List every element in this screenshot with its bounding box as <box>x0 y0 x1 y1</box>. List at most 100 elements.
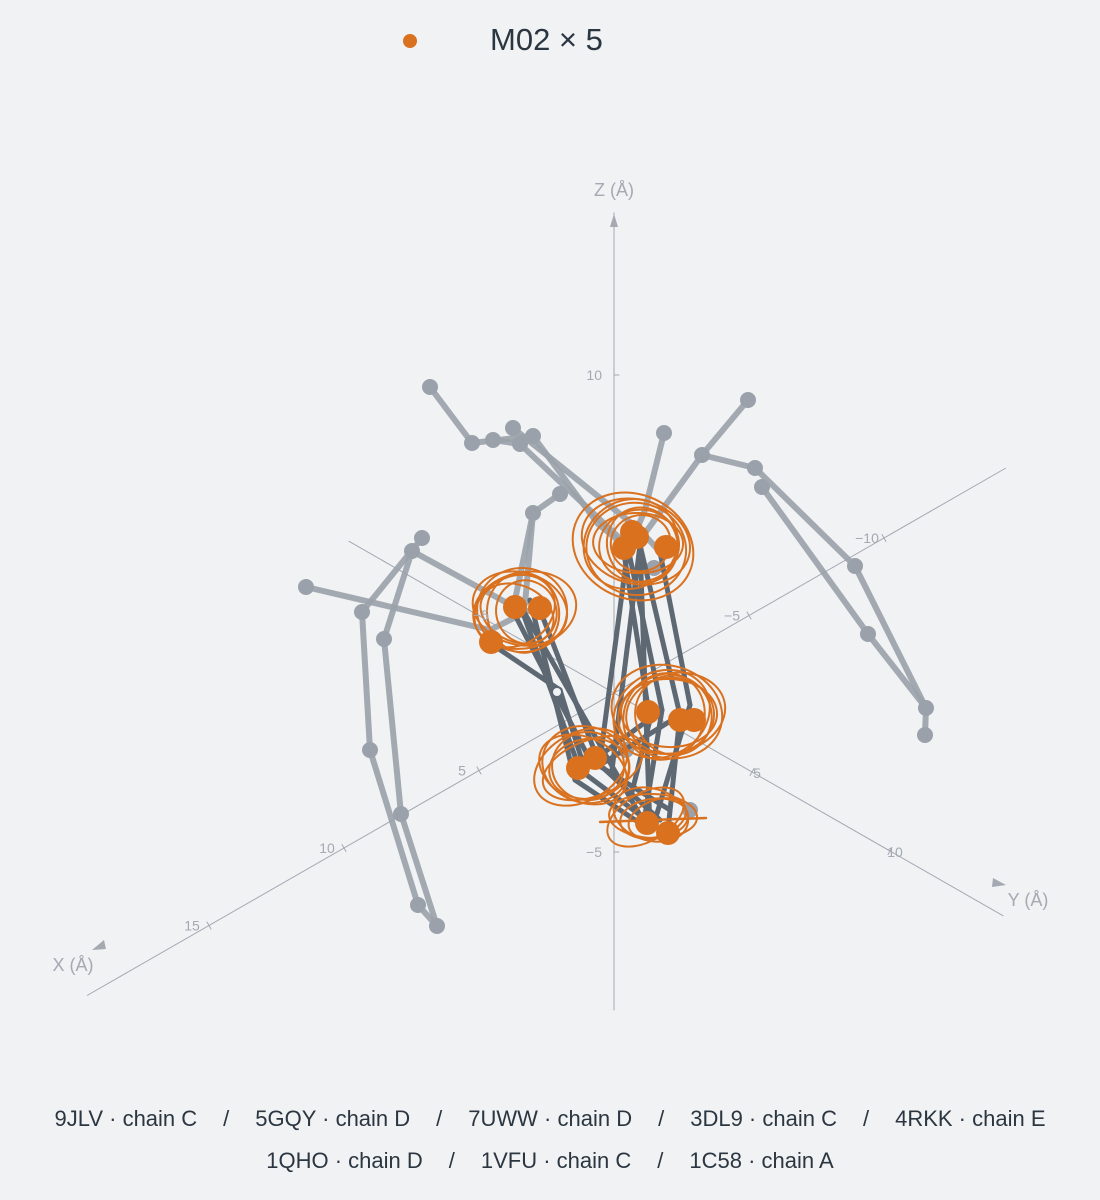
x-axis-arrow-icon <box>92 940 106 950</box>
motif-marker <box>635 811 659 835</box>
x-tick <box>746 611 752 620</box>
structure-label: 5GQY · chain D <box>255 1106 411 1131</box>
motif-marker <box>528 596 552 620</box>
motif-markers <box>471 491 727 848</box>
backbone-atom <box>414 530 430 546</box>
motif-contour <box>634 674 713 756</box>
motif-marker <box>656 821 680 845</box>
structure-list-line-2: 1QHO · chain D / 1VFU · chain C / 1C58 · cha… <box>0 1140 1100 1182</box>
motif-contour <box>598 508 681 583</box>
motif-contour <box>580 497 692 586</box>
backbone-atom <box>376 631 392 647</box>
x-tick <box>476 766 482 775</box>
z-tick-label: 10 <box>586 367 602 383</box>
z-axis-title: Z (Å) <box>594 180 634 200</box>
backbone-atom <box>362 742 378 758</box>
y-tick <box>887 847 893 855</box>
backbone-trace <box>759 484 929 711</box>
motif-contour <box>610 663 724 760</box>
z-tick-label: −5 <box>586 844 602 860</box>
separator: / <box>448 1148 455 1173</box>
backbone-atom <box>754 479 770 495</box>
x-tick <box>206 921 212 930</box>
backbone-trace <box>522 510 536 607</box>
motif-contour <box>622 672 706 761</box>
backbone-atom <box>860 626 876 642</box>
separator: / <box>223 1106 230 1131</box>
motif-marker <box>682 708 706 732</box>
x-axis-line <box>87 467 1006 996</box>
backbone-atom <box>512 436 528 452</box>
core-segment <box>587 757 673 813</box>
x-tick-label: 15 <box>184 918 200 934</box>
x-axis-title: X (Å) <box>52 955 93 975</box>
core-segment <box>597 545 631 763</box>
chart-3d-plot[interactable]: −10 −5 5 10 15 −5 5 10 −5 10 X (Å) Y (Å) Z (Å) <box>0 0 1100 1080</box>
motif-contour <box>617 671 727 755</box>
x-tick-label: −5 <box>724 608 740 624</box>
structure-label: 9JLV · chain C <box>54 1106 198 1131</box>
structure-list: 9JLV · chain C / 5GQY · chain D / 7UWW · cha… <box>0 1098 1100 1182</box>
motif-contour <box>620 678 719 749</box>
axis-labels: −10 −5 5 10 15 −5 5 10 −5 10 X (Å) Y (Å) Z (Å) <box>52 180 1048 975</box>
motif-marker <box>620 520 644 544</box>
backbone-atom <box>298 579 314 595</box>
structure-label: 1C58 · chain A <box>689 1148 834 1173</box>
motif-contour <box>592 512 685 575</box>
legend: M02 × 5 <box>0 20 1100 64</box>
motif-contour <box>538 733 628 806</box>
core-segment <box>487 640 563 693</box>
motif-marker <box>654 535 678 559</box>
structure-list-line-1: 9JLV · chain C / 5GQY · chain D / 7UWW · cha… <box>0 1098 1100 1140</box>
backbone-atom <box>747 460 763 476</box>
backbone-trace <box>409 548 523 613</box>
core-atom <box>551 686 563 698</box>
x-tick-label: −10 <box>855 530 879 546</box>
motif-marker <box>583 746 607 770</box>
motif-contour <box>612 668 711 760</box>
x-tick <box>881 534 887 542</box>
motif-marker <box>503 595 527 619</box>
backbone-atom <box>429 918 445 934</box>
legend-marker-icon <box>403 34 417 48</box>
separator: / <box>436 1106 443 1131</box>
structure-label: 4RKK · chain E <box>895 1106 1046 1131</box>
backbone-atom <box>656 425 672 441</box>
backbone-atom <box>505 420 521 436</box>
backbone-atom <box>354 604 370 620</box>
x-tick-label: 10 <box>319 840 335 856</box>
structure-label: 3DL9 · chain C <box>690 1106 837 1131</box>
backbone-atom <box>464 435 480 451</box>
y-axis-arrow-icon <box>992 878 1006 887</box>
motif-contour <box>472 570 578 650</box>
motif-contour <box>476 567 569 654</box>
backbone-atom <box>393 806 409 822</box>
z-axis-arrow-icon <box>610 214 618 227</box>
backbone-atom <box>525 428 541 444</box>
motif-contour <box>585 501 688 597</box>
legend-label: M02 × 5 <box>490 22 603 57</box>
backbone-atom <box>404 543 420 559</box>
motif-segment <box>598 816 708 824</box>
separator: / <box>658 1106 665 1131</box>
motif-contour <box>479 582 555 645</box>
y-axis-title: Y (Å) <box>1008 890 1049 910</box>
motif-marker <box>636 700 660 724</box>
separator: / <box>862 1106 870 1131</box>
structure-label: 1QHO · chain D <box>266 1148 423 1173</box>
x-tick-label: 5 <box>458 763 466 779</box>
backbone-atom <box>422 379 438 395</box>
backbone-trace <box>699 452 929 738</box>
backbone-atom <box>917 727 933 743</box>
structure-label: 1VFU · chain C <box>480 1148 632 1173</box>
backbone-atom <box>410 897 426 913</box>
motif-marker <box>479 630 503 654</box>
y-tick-label: 5 <box>753 765 761 781</box>
y-tick-label: 10 <box>887 844 903 860</box>
y-tick-label: −5 <box>473 607 489 623</box>
backbone-atom <box>740 392 756 408</box>
motif-contour <box>571 491 695 602</box>
backbone-atom <box>525 505 541 521</box>
motif-contour <box>541 734 643 802</box>
backbone-atom <box>694 447 710 463</box>
